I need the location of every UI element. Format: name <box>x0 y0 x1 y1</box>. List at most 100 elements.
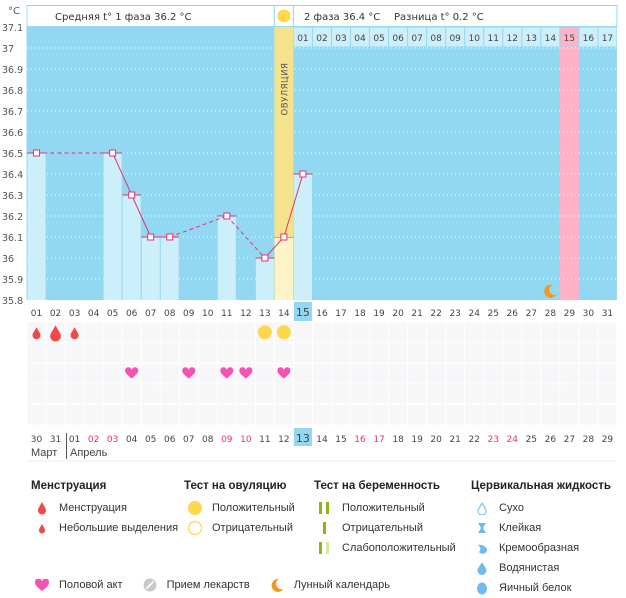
marker-cell <box>274 343 293 363</box>
marker-cell <box>293 363 312 384</box>
x-day-label: 19 <box>373 309 385 319</box>
ovulation-test-positive-icon <box>276 325 291 340</box>
legend-ovulation-test: Тест на овуляцию Положительный Отрицател… <box>184 480 295 538</box>
marker-cell <box>179 404 198 425</box>
ovulation-column-top <box>274 27 293 237</box>
bbt-chart: Средняя t° 1 фаза 36.2 °C 2 фаза 36.4 °C Р… <box>2 5 618 462</box>
marker-cell <box>408 363 427 384</box>
heart-icon <box>220 367 234 379</box>
marker-cell <box>198 322 217 343</box>
marker-cell <box>236 384 255 404</box>
x-day-label: 13 <box>259 309 270 319</box>
marker-cell <box>351 384 370 404</box>
marker-cell <box>179 322 198 343</box>
calendar-date: 25 <box>526 435 537 445</box>
x-day-label: 07 <box>145 309 156 319</box>
marker-cell <box>541 404 560 425</box>
marker-cell <box>446 343 465 363</box>
marker-cell <box>27 343 46 363</box>
x-day-label: 04 <box>88 309 100 319</box>
marker-cell <box>65 343 84 363</box>
phase2-day-cell <box>579 27 598 47</box>
phase2-day-cell <box>560 27 579 47</box>
pill-icon <box>139 578 161 592</box>
marker-cell <box>522 343 541 363</box>
x-day-label: 21 <box>411 309 422 319</box>
calendar-date: 31 <box>50 435 61 445</box>
calendar-date: 26 <box>545 435 557 445</box>
y-tick-label: 36 <box>2 254 14 265</box>
marker-cell <box>331 322 351 343</box>
marker-cell <box>370 343 389 363</box>
x-day-label: 26 <box>507 309 519 319</box>
marker-cell <box>446 404 465 425</box>
marker-cell <box>370 384 389 404</box>
heart-icon <box>277 367 291 379</box>
marker-cell <box>522 322 541 343</box>
phase2-day-label: 02 <box>316 34 327 44</box>
x-day-label: 23 <box>449 309 460 319</box>
marker-cell <box>465 343 484 363</box>
marker-cell <box>598 384 617 404</box>
legend-title: Тест на овуляцию <box>184 480 287 492</box>
marker-cell <box>103 363 122 384</box>
ovulation-label: ОВУЛЯЦИЯ <box>280 63 290 116</box>
marker-cell <box>427 343 446 363</box>
blood-drop-icon <box>50 325 61 342</box>
highlight-column <box>559 47 579 300</box>
y-tick-label: 36.6 <box>2 128 23 139</box>
calendar-date: 05 <box>145 435 156 445</box>
calendar-date: 15 <box>335 435 346 445</box>
calendar-date: 11 <box>259 435 270 445</box>
x-day-label: 12 <box>240 309 251 319</box>
x-day-label: 30 <box>583 309 595 319</box>
calendar-date: 04 <box>126 435 138 445</box>
current-day-highlight <box>293 302 312 321</box>
temperature-line-segment <box>226 215 266 259</box>
marker-cell <box>598 322 617 343</box>
phase2-day-label: 14 <box>545 34 557 44</box>
heart-icon <box>182 367 196 379</box>
calendar-date: 13 <box>296 432 310 445</box>
marker-cell <box>598 363 617 384</box>
temperature-bar <box>217 216 236 300</box>
phase2-day-label: 15 <box>564 34 575 44</box>
temperature-bar <box>274 237 293 300</box>
marker-cell <box>312 404 331 425</box>
y-tick-label: 36.2 <box>2 212 23 223</box>
moon-icon <box>544 284 557 298</box>
temperature-point <box>261 254 269 262</box>
marker-cell <box>84 322 103 343</box>
marker-cell <box>560 322 579 343</box>
calendar-date: 06 <box>164 435 176 445</box>
phase2-day-cell <box>484 27 503 47</box>
x-day-label: 25 <box>488 309 499 319</box>
marker-cell <box>331 404 351 425</box>
marker-cell <box>560 363 579 384</box>
marker-cell <box>236 404 255 425</box>
marker-cell <box>65 384 84 404</box>
marker-cell <box>541 384 560 404</box>
phase1-average: Средняя t° 1 фаза 36.2 °C <box>55 12 192 23</box>
phase2-day-label: 13 <box>526 34 537 44</box>
y-tick-label: 36.9 <box>2 65 23 76</box>
marker-cell <box>389 343 408 363</box>
marker-cell <box>522 404 541 425</box>
x-day-label: 20 <box>392 309 404 319</box>
calendar-date: 07 <box>183 435 194 445</box>
marker-cell <box>46 363 65 384</box>
legend-item: Отрицательный <box>314 518 456 538</box>
legend-cervical-fluid: Цервикальная жидкость Сухо Клейкая Кремо… <box>471 480 611 598</box>
blood-drop-icon <box>70 327 79 340</box>
legend-item: Положительный <box>314 498 456 518</box>
marker-cell <box>579 363 598 384</box>
month-divider <box>66 433 67 459</box>
marker-cell <box>331 363 351 384</box>
legend-item: Водянистая <box>471 558 611 578</box>
marker-cell <box>217 404 236 425</box>
phase2-day-label: 06 <box>392 34 404 44</box>
marker-cell <box>579 343 598 363</box>
phase2-day-label: 12 <box>507 34 518 44</box>
phase2-day-label: 09 <box>449 34 461 44</box>
marker-cell <box>160 322 179 343</box>
